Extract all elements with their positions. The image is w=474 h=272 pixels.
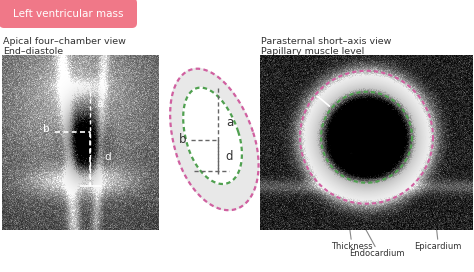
Polygon shape	[170, 69, 259, 210]
Text: Endocardium: Endocardium	[349, 249, 404, 258]
Text: b: b	[179, 133, 187, 146]
Text: Papillary muscle level: Papillary muscle level	[261, 47, 364, 56]
Text: b: b	[43, 123, 49, 134]
FancyBboxPatch shape	[0, 0, 137, 28]
Text: a: a	[96, 99, 102, 109]
Text: Thickness: Thickness	[331, 242, 372, 251]
Text: Parasternal short–axis view: Parasternal short–axis view	[261, 37, 392, 46]
Polygon shape	[183, 88, 242, 184]
Text: Epicardium: Epicardium	[414, 242, 462, 251]
Text: d: d	[226, 150, 233, 163]
Text: a: a	[226, 116, 233, 129]
Text: Apical four–chamber view: Apical four–chamber view	[3, 37, 126, 46]
Text: End–diastole: End–diastole	[3, 47, 63, 56]
Text: Left ventricular mass: Left ventricular mass	[13, 9, 123, 19]
Text: d: d	[104, 152, 110, 162]
